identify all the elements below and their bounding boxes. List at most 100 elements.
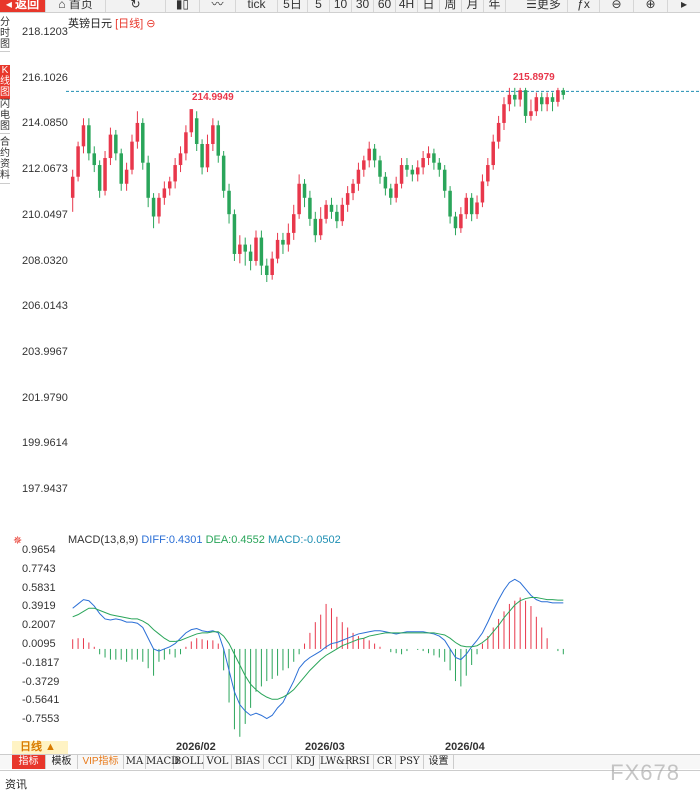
indicator-tab-14[interactable]: 设置 [424,755,454,769]
candle-body [550,97,555,102]
price-tick: 206.0143 [22,300,68,313]
circle-icon[interactable]: ⊖ [146,18,156,30]
indicator-tab-4[interactable]: MACD [146,755,180,769]
dea-label: DEA:0.4552 [205,534,265,546]
candle-body [383,176,388,189]
price-tick: 210.0497 [22,208,68,221]
period-button-7[interactable]: 周 [440,0,462,12]
line-chart-icon: 〰 [211,0,224,11]
indicator-tab-7[interactable]: BIAS [232,755,264,769]
indicator-tab-0[interactable]: 指标 [12,755,46,769]
tick-button[interactable]: tick [236,0,278,12]
macd-legend: MACD(13,8,9) DIFF:0.4301 DEA:0.4552 MACD… [68,534,341,546]
price-tick: 197.9437 [22,483,68,495]
candle-body [87,125,91,154]
candle-body [238,244,242,254]
candle-body [81,125,86,147]
indicator-tab-12[interactable]: CR [374,755,396,769]
candle-body [259,237,264,266]
back-label: 返回 [15,0,40,11]
price-tick: 201.9790 [22,391,68,404]
period-button-1[interactable]: 5 [308,0,330,12]
period-button-6[interactable]: 日 [418,0,440,12]
macd-tick: -0.3729 [22,675,60,688]
back-button[interactable]: ◂ 返回 [0,0,46,12]
period-button-3[interactable]: 30 [352,0,374,12]
period-selector-tab[interactable]: 日线 ▲ [12,741,68,754]
period-button-4[interactable]: 60 [374,0,396,12]
sidebar-item-kline[interactable]: K线图 [0,65,10,100]
candle-body [394,183,398,198]
sidebar-item-contract[interactable]: 合约资料 [0,137,10,184]
candle-body [173,165,177,182]
indicator-tabs: 指标 模板 VIP指标 MA MACD BOLL VOL BIAS CCI KDJ LW&R RSI C… [0,754,700,769]
period-button-5[interactable]: 4H [396,0,418,12]
scroll-right-button[interactable]: ▸ [668,0,700,12]
period-button-9[interactable]: 年 [484,0,506,12]
macd-chart[interactable] [66,545,700,740]
zoom-in-button[interactable]: ⊕ [634,0,668,12]
indicator-tab-2[interactable]: VIP指标 [78,755,124,769]
indicator-tab-8[interactable]: CCI [264,755,292,769]
dea-line [72,597,564,700]
candle-body [162,188,167,198]
candle-body [362,160,366,170]
zoom-out-button[interactable]: ⊖ [600,0,634,12]
candle-body [475,202,479,215]
home-button[interactable]: ⌂ 首页 [46,0,106,12]
indicator-tab-5[interactable]: BOLL [174,755,204,769]
macd-tick: -0.7553 [22,713,60,726]
price-tick: 208.0320 [22,254,68,267]
line-chart-button[interactable]: 〰 [200,0,236,12]
refresh-button[interactable]: ↻ [106,0,166,12]
candle-body [351,183,355,194]
candle-body [184,132,188,154]
sidebar-item-lightning[interactable]: 闪电图 [0,99,10,134]
chart-type-button[interactable]: ▮▯ [166,0,200,12]
candle-body [529,111,533,116]
indicator-tab-6[interactable]: VOL [204,755,232,769]
candle-body [270,258,274,275]
more-button[interactable]: ☰更多 [520,0,568,12]
period-button-8[interactable]: 月 [462,0,484,12]
candle-body [523,90,528,116]
candle-body [539,97,544,105]
candle-body [345,193,350,205]
candle-body [410,169,415,175]
indicator-tab-1[interactable]: 模板 [46,755,78,769]
news-bar: 资讯 [0,770,700,798]
indicator-tab-3[interactable]: MA [124,755,146,769]
news-label[interactable]: 资讯 [5,779,27,791]
period-button-2[interactable]: 10 [330,0,352,12]
candle-body [119,153,123,184]
formula-button[interactable]: ƒx [568,0,600,12]
candle-body [432,153,436,163]
candle-body [399,165,404,184]
period-button-0[interactable]: 5日 [278,0,308,12]
candle-body [248,251,253,261]
candle-body [437,162,442,170]
home-icon: ⌂ [58,0,66,11]
candle-body [372,148,377,161]
indicator-tab-13[interactable]: PSY [396,755,424,769]
price-tick: 214.0850 [22,117,68,130]
indicator-tab-11[interactable]: RSI [348,755,374,769]
candle-body [103,158,107,191]
candlestick-icon: ▮▯ [175,0,190,11]
indicator-tab-9[interactable]: KDJ [292,755,320,769]
candlestick-chart[interactable] [66,20,700,530]
candle-body [367,148,371,161]
candle-body [151,197,156,217]
x-label-feb: 2026/02 [176,741,216,753]
x-label-mar: 2026/03 [305,741,345,753]
candle-body [227,190,231,215]
settings-gear-icon[interactable]: ✵ [13,535,23,547]
sidebar-item-timeshare[interactable]: 分时图 [0,17,10,52]
candle-body [92,153,97,166]
indicator-tab-10[interactable]: LW&R [320,755,353,769]
candle-body [221,155,226,191]
candle-body [324,204,328,219]
candle-body [464,197,469,215]
macd-tick: 0.2007 [22,619,56,632]
candle-body [518,90,522,100]
